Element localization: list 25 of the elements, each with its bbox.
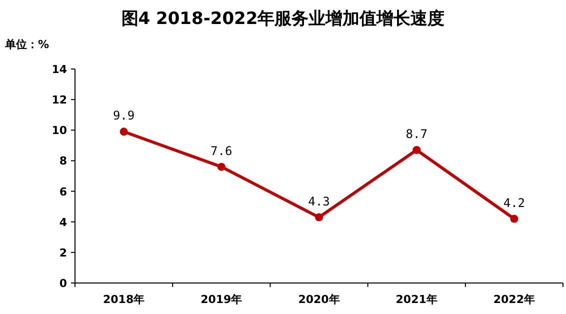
point xyxy=(120,128,128,136)
data-label: 8.7 xyxy=(406,127,428,142)
data-label: 7.6 xyxy=(210,144,232,158)
y-tick-label: 4 xyxy=(59,216,68,229)
data-label: 9.9 xyxy=(112,108,135,123)
x-tick-label: 2019年 xyxy=(200,293,242,306)
x-tick-label: 2018年 xyxy=(102,293,145,306)
y-tick-label: 10 xyxy=(52,124,68,138)
x-tick-label: 2020年 xyxy=(298,293,340,306)
y-tick-label: 12 xyxy=(52,94,67,107)
point xyxy=(510,214,518,223)
y-tick-label: 8 xyxy=(59,154,67,168)
y-tick-label: 6 xyxy=(59,185,68,198)
point xyxy=(217,162,226,171)
point xyxy=(412,146,421,154)
chart-title: 图4 2018-2022年服务业增加值增长速度 xyxy=(121,9,445,29)
x-tick-label: 2022年 xyxy=(493,293,536,306)
y-axis-title: 单位：% xyxy=(4,38,50,51)
y-tick-label: 2 xyxy=(59,246,67,260)
point xyxy=(315,213,323,222)
y-tick-label: 0 xyxy=(59,277,68,290)
x-tick-label: 2021年 xyxy=(396,293,438,306)
data-label: 4.3 xyxy=(308,194,330,208)
data-label: 4.2 xyxy=(503,196,526,210)
y-tick-label: 14 xyxy=(52,63,68,76)
